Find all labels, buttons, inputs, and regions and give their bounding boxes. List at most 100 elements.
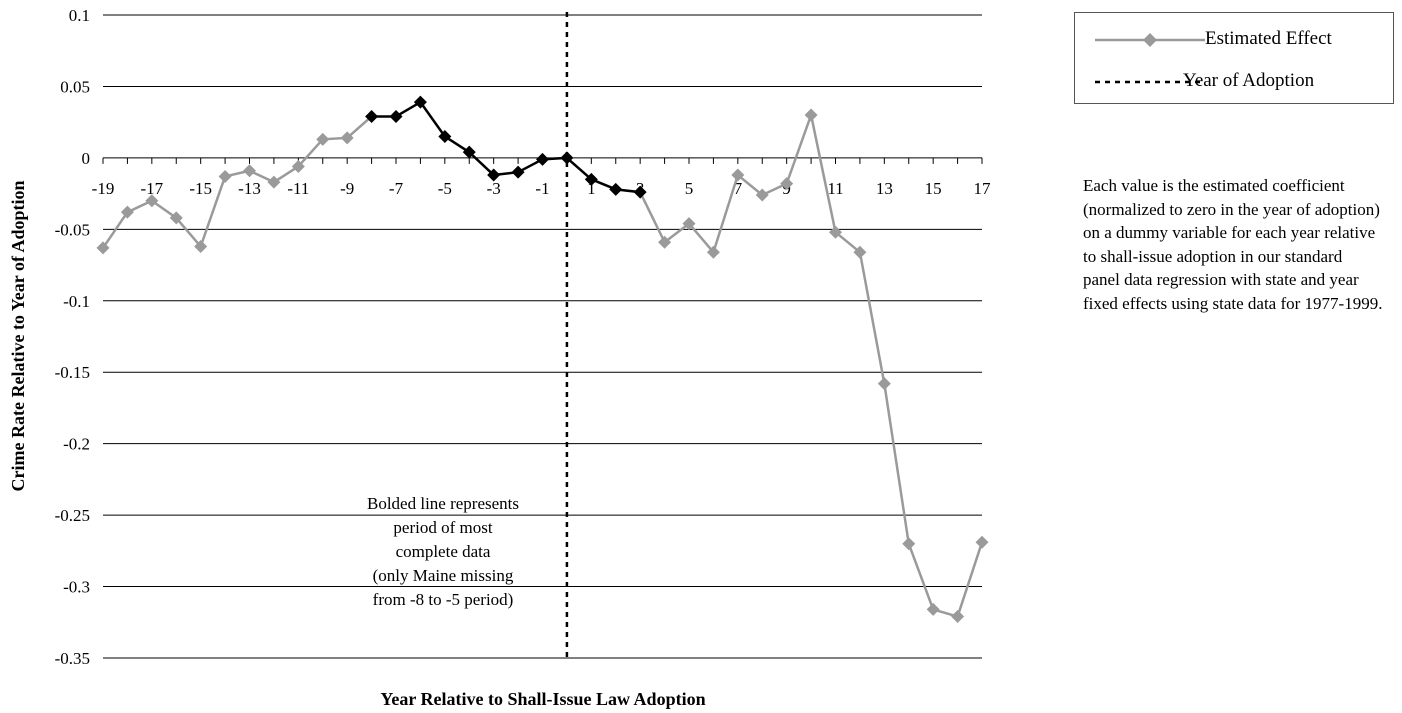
data-point	[731, 168, 745, 182]
series-segment	[273, 165, 300, 184]
data-point	[975, 535, 989, 549]
data-point	[755, 188, 769, 202]
x-tick-label: -15	[189, 179, 212, 198]
x-tick-label: -1	[535, 179, 549, 198]
data-point	[682, 217, 696, 231]
x-tick-label: 11	[827, 179, 843, 198]
data-point	[340, 131, 354, 145]
data-point	[658, 235, 672, 249]
data-point	[413, 95, 427, 109]
data-point	[951, 610, 965, 624]
y-tick-label: -0.05	[55, 220, 90, 239]
series-segment	[688, 222, 715, 254]
data-point	[633, 185, 647, 199]
data-point	[267, 175, 281, 189]
data-point	[120, 205, 134, 219]
data-point	[780, 177, 794, 191]
data-point	[487, 168, 501, 182]
data-point	[291, 159, 305, 173]
x-tick-label: 5	[685, 179, 694, 198]
x-tick-label: 13	[876, 179, 893, 198]
series-segment	[346, 115, 373, 139]
x-tick-label: 15	[925, 179, 942, 198]
y-tick-label: -0.15	[55, 363, 90, 382]
legend-item-estimated-effect: Estimated Effect	[1075, 25, 1393, 55]
legend-dashed-line-icon	[1095, 80, 1201, 84]
series-segment	[834, 231, 861, 254]
data-point	[96, 241, 110, 255]
data-point	[462, 145, 476, 159]
x-tick-label: -9	[340, 179, 354, 198]
series-segment	[809, 114, 837, 233]
series-segment	[737, 174, 764, 197]
series-segment	[419, 101, 446, 138]
data-point	[536, 152, 549, 166]
series-segment	[468, 151, 495, 176]
y-tick-label: 0.05	[60, 77, 90, 96]
series-segment	[297, 138, 324, 168]
y-tick-label: -0.2	[63, 435, 90, 454]
data-point	[902, 537, 916, 551]
data-point	[145, 194, 159, 208]
data-point	[169, 211, 183, 225]
x-tick-label: 7	[734, 179, 743, 198]
data-point	[511, 165, 525, 179]
data-point	[194, 239, 208, 253]
x-tick-label: -5	[438, 179, 452, 198]
data-point	[609, 182, 623, 196]
data-point	[438, 129, 452, 143]
legend-line-diamond-icon	[1095, 33, 1205, 47]
data-point	[853, 245, 867, 259]
series-segment	[907, 543, 935, 610]
x-tick-label: -3	[487, 179, 501, 198]
data-point	[804, 108, 818, 122]
data-point	[877, 377, 891, 391]
data-point	[829, 225, 842, 239]
annotation-line: complete data	[396, 542, 491, 561]
y-tick-label: 0	[82, 149, 91, 168]
x-tick-label: -7	[389, 179, 404, 198]
data-point	[243, 164, 256, 178]
x-tick-label: -13	[238, 179, 261, 198]
annotation-line: period of most	[393, 518, 492, 537]
series-segment	[566, 156, 593, 181]
y-tick-label: -0.35	[55, 649, 90, 668]
grid-lines	[103, 14, 982, 659]
series-segment	[785, 114, 813, 185]
x-tick-label: 1	[587, 179, 596, 198]
annotation-line: Bolded line represents	[367, 494, 519, 513]
chart-note: Each value is the estimated coefficient …	[1083, 176, 1383, 313]
legend-label: Year of Adoption	[1183, 70, 1315, 91]
x-tick-label: 17	[974, 179, 992, 198]
series-segment	[956, 541, 984, 617]
y-axis-tick-labels: 0.1 0.05 0 -0.05 -0.1 -0.15 -0.2 -0.25 -0.3 -0.35	[55, 6, 90, 668]
data-point	[389, 109, 403, 123]
series-segment	[175, 217, 202, 248]
y-tick-label: 0.1	[69, 6, 90, 25]
annotation-text: Bolded line represents period of most comp…	[367, 494, 519, 609]
x-tick-label: -11	[287, 179, 309, 198]
annotation-line: from -8 to -5 period)	[373, 590, 514, 609]
data-point	[365, 109, 379, 123]
series-segment	[444, 135, 470, 154]
legend-item-year-of-adoption: Year of Adoption	[1075, 67, 1393, 97]
data-point	[584, 172, 598, 186]
x-axis-label: Year Relative to Shall-Issue Law Adoptio…	[380, 689, 705, 709]
x-tick-label: -17	[140, 179, 163, 198]
x-tick-label: -19	[92, 179, 115, 198]
data-point	[706, 245, 720, 259]
series-segment	[101, 211, 129, 249]
series-estimated-effect	[96, 95, 989, 624]
series-segment	[639, 191, 666, 243]
series-segment	[663, 222, 690, 244]
data-point	[926, 602, 940, 616]
annotation-line: (only Maine missing	[373, 566, 514, 585]
data-point	[560, 151, 574, 165]
legend: Estimated Effect Year of Adoption	[1074, 12, 1394, 104]
y-axis-label: Crime Rate Relative to Year of Adoption	[8, 181, 28, 492]
series-segment	[712, 174, 740, 253]
y-tick-label: -0.25	[55, 506, 90, 525]
y-tick-label: -0.1	[63, 292, 90, 311]
series-segment	[883, 383, 910, 544]
